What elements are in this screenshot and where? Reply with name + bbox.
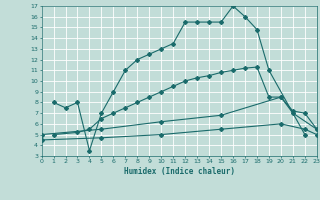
X-axis label: Humidex (Indice chaleur): Humidex (Indice chaleur) xyxy=(124,167,235,176)
